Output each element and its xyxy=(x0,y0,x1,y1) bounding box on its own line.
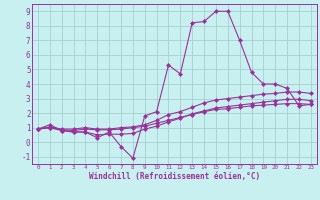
X-axis label: Windchill (Refroidissement éolien,°C): Windchill (Refroidissement éolien,°C) xyxy=(89,172,260,181)
